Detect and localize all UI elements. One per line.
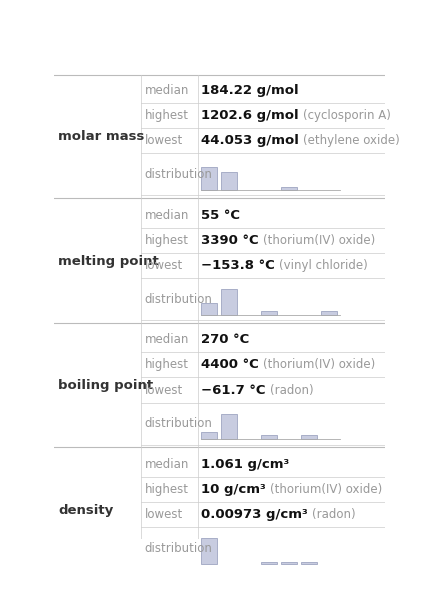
Text: distribution: distribution (145, 293, 213, 305)
Bar (261, 311, 277, 315)
Text: 1.061 g/cm³: 1.061 g/cm³ (201, 458, 289, 471)
Text: 10 g/cm³: 10 g/cm³ (201, 483, 266, 496)
Text: highest: highest (145, 234, 189, 247)
Text: median: median (145, 458, 189, 471)
Text: highest: highest (145, 358, 189, 371)
Text: (ethylene oxide): (ethylene oxide) (303, 135, 400, 147)
Text: (radon): (radon) (312, 508, 356, 521)
Bar (221, 289, 238, 315)
Bar (261, 435, 277, 439)
Text: molar mass: molar mass (59, 130, 145, 143)
Text: highest: highest (145, 109, 189, 122)
Text: melting point: melting point (59, 255, 159, 268)
Text: lowest: lowest (145, 384, 183, 396)
Text: 0.00973 g/cm³: 0.00973 g/cm³ (201, 508, 308, 521)
Text: 4400 °C: 4400 °C (201, 358, 259, 371)
Text: 270 °C: 270 °C (201, 333, 250, 346)
Text: median: median (145, 333, 189, 346)
Text: distribution: distribution (145, 168, 213, 181)
Text: distribution: distribution (145, 542, 213, 554)
Text: 3390 °C: 3390 °C (201, 234, 259, 247)
Text: (thorium(IV) oxide): (thorium(IV) oxide) (263, 234, 375, 247)
Bar (321, 311, 337, 315)
Bar (300, 562, 317, 564)
Text: 1202.6 g/mol: 1202.6 g/mol (201, 109, 299, 122)
Bar (201, 303, 217, 315)
Bar (201, 167, 217, 190)
Bar (201, 538, 217, 564)
Text: (thorium(IV) oxide): (thorium(IV) oxide) (270, 483, 382, 496)
Bar (281, 187, 297, 190)
Bar (300, 435, 317, 439)
Text: −61.7 °C: −61.7 °C (201, 384, 266, 396)
Bar (221, 413, 238, 439)
Text: 184.22 g/mol: 184.22 g/mol (201, 84, 299, 97)
Bar (201, 431, 217, 439)
Text: median: median (145, 208, 189, 222)
Text: (radon): (radon) (270, 384, 313, 396)
Text: (vinyl chloride): (vinyl chloride) (279, 259, 368, 272)
Text: lowest: lowest (145, 135, 183, 147)
Text: median: median (145, 84, 189, 97)
Bar (261, 562, 277, 564)
Text: (cyclosporin A): (cyclosporin A) (303, 109, 391, 122)
Text: lowest: lowest (145, 259, 183, 272)
Text: lowest: lowest (145, 508, 183, 521)
Text: density: density (59, 504, 114, 517)
Text: 44.053 g/mol: 44.053 g/mol (201, 135, 299, 147)
Text: 55 °C: 55 °C (201, 208, 240, 222)
Bar (221, 172, 238, 190)
Text: (thorium(IV) oxide): (thorium(IV) oxide) (263, 358, 375, 371)
Text: boiling point: boiling point (59, 379, 154, 392)
Text: highest: highest (145, 483, 189, 496)
Text: distribution: distribution (145, 417, 213, 430)
Text: −153.8 °C: −153.8 °C (201, 259, 275, 272)
Bar (281, 562, 297, 564)
